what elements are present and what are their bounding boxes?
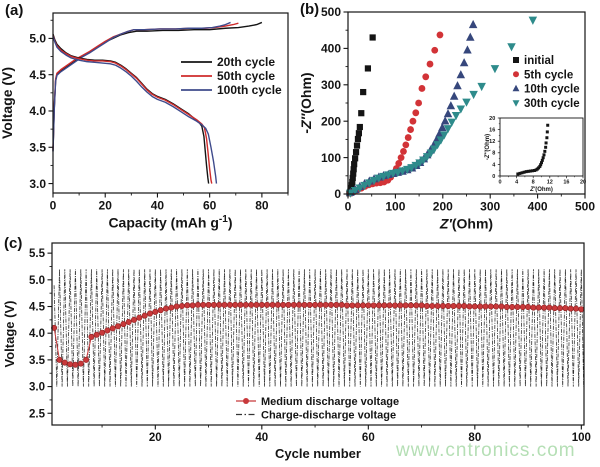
panel-c-y-axis: 2.5 3.0 3.5 4.0 4.5 5.0 5.5 (29, 248, 52, 420)
legend-label: 30th cycle (524, 98, 580, 110)
y-tick-label: 4.5 (29, 68, 46, 82)
x-tick-label: 20 (149, 432, 162, 444)
y-tick-label: 200 (321, 114, 341, 128)
x-tick-label: 400 (528, 200, 548, 214)
panel-c-chart: 20 40 60 80 100 2.5 3.0 3.5 4.0 4.5 5.0 5.5 Cycle nu… (2, 242, 591, 461)
panel-c-label: (c) (4, 235, 23, 252)
x-tick-label: 0 (498, 180, 501, 186)
panel-b-y-axis: 0 100 200 300 400 500 (321, 5, 348, 201)
y-tick-label: 0 (334, 187, 341, 201)
panel-b-inset-chart: 0 4 8 12 16 20 0 4 8 12 16 20 Z′(Ohm) -Z″(Ohm) (485, 116, 586, 193)
panel-c-y-axis-title: Voltage (V) (2, 301, 17, 368)
legend-label: 20th cycle (217, 55, 275, 69)
y-tick-label: 2.5 (29, 408, 46, 420)
x-tick-label: 40 (255, 432, 268, 444)
panel-a-y-axis: 3.0 3.5 4.0 4.5 5.0 (29, 19, 53, 191)
x-tick-label: 500 (575, 200, 595, 214)
y-tick-label: 5.0 (29, 32, 46, 46)
x-tick-label: 16 (563, 180, 569, 186)
y-tick-label: 5.5 (29, 248, 46, 260)
legend-label: Charge-discharge voltage (261, 409, 396, 421)
panel-c-x-axis: 20 40 60 80 100 (101, 425, 591, 444)
panel-c-legend: Medium discharge voltageCharge-discharge… (236, 396, 399, 421)
x-tick-label: 40 (151, 199, 165, 213)
legend-label: Medium discharge voltage (261, 396, 399, 408)
y-tick-label: 4.0 (29, 328, 45, 340)
y-tick-label: 4.5 (29, 302, 46, 314)
panel-b-legend: initial 5th cycle 10th cycle 30th cycle (512, 55, 580, 110)
x-tick-label: 60 (203, 199, 217, 213)
panel-a-x-axis: 0 20 40 60 80 (50, 193, 289, 213)
legend-label: 5th cycle (524, 69, 573, 81)
y-tick-label: 100 (321, 151, 341, 165)
series-100th-cycle-charge (52, 21, 231, 152)
y-tick-label: 5.0 (29, 275, 45, 287)
panel-b-y-axis-title: -Z″(Ohm) (298, 72, 314, 133)
series-100th-cycle-discharge (52, 36, 218, 184)
panel-b-inset-x-axis: 0 4 8 12 16 20 (498, 176, 586, 186)
y-tick-label: 16 (489, 128, 495, 134)
y-tick-label: 300 (321, 78, 341, 92)
panel-b-inset-series (516, 123, 550, 176)
x-tick-label: 100 (572, 432, 591, 444)
y-tick-label: 4 (492, 162, 496, 168)
watermark: www.cntronics.com (396, 440, 576, 461)
legend-label: 100th cycle (217, 83, 282, 97)
y-tick-label: 3.5 (29, 355, 46, 367)
panel-a-y-axis-title: Voltage (V) (0, 67, 15, 139)
panel-b-inset-x-axis-title: Z′(Ohm) (529, 187, 553, 193)
y-tick-label: 3.0 (29, 177, 46, 191)
x-tick-label: 300 (480, 200, 500, 214)
panel-a-chart: 0 20 40 60 80 3.0 3.5 4.0 4.5 5.0 Capacity (mAh g-… (0, 12, 289, 231)
legend-label: 10th cycle (524, 84, 580, 96)
x-tick-label: 12 (547, 180, 553, 186)
x-tick-label: 20 (580, 180, 586, 186)
x-tick-label: 60 (362, 432, 375, 444)
panel-a-label: (a) (5, 2, 24, 19)
y-tick-label: 3.5 (29, 140, 46, 154)
panel-a-series (52, 21, 263, 184)
legend-label: initial (524, 55, 554, 67)
series-initial-inset (516, 123, 550, 176)
panel-b-label: (b) (300, 1, 320, 18)
panel-b-x-axis-title: Z′(Ohm) (439, 216, 493, 232)
x-tick-label: 0 (345, 200, 352, 214)
y-tick-label: 20 (489, 116, 495, 122)
panel-c-series (51, 269, 585, 387)
y-tick-label: 400 (321, 42, 341, 56)
panel-b-chart: 0 100 200 300 400 5000100200300400500Z′(Ohm)-… (298, 5, 595, 231)
x-tick-label: 100 (385, 200, 405, 214)
legend-label: 50th cycle (217, 69, 275, 83)
y-tick-label: 4.0 (29, 104, 46, 118)
x-tick-label: 20 (99, 199, 113, 213)
panel-a-x-axis-title: Capacity (mAh g-1) (108, 214, 232, 230)
panel-c-x-axis-title: Cycle number (275, 446, 361, 461)
series-charge-discharge-voltage (53, 269, 585, 387)
series-medium-discharge-voltage (51, 301, 585, 368)
x-tick-label: 8 (532, 180, 535, 186)
panel-b-inset-y-axis-title: -Z″(Ohm) (485, 134, 491, 160)
y-tick-label: 0 (492, 174, 495, 180)
panel-b-x-axis: 0 100 200 300 400 500 (345, 194, 595, 214)
y-tick-label: 8 (492, 151, 495, 157)
x-tick-label: 200 (433, 200, 453, 214)
x-tick-label: 80 (255, 199, 269, 213)
x-tick-label: 4 (515, 180, 519, 186)
x-tick-label: 0 (50, 199, 57, 213)
x-tick-label: 80 (468, 432, 481, 444)
y-tick-label: 3.0 (29, 382, 45, 394)
y-tick-label: 12 (489, 139, 495, 145)
y-tick-label: 500 (321, 5, 341, 19)
